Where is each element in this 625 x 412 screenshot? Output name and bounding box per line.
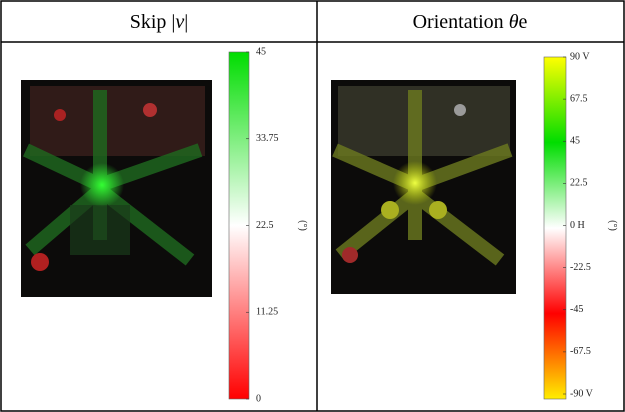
header-text: | [184,11,188,33]
colorbar-tick-label: 0 H [570,220,585,231]
colorbar-tick-label: -67.5 [570,346,591,357]
image-blob [454,104,466,116]
colorbar-tick-label: 11.25 [256,307,278,318]
colorbar-unit: (°) [607,220,618,231]
image-blob [381,201,399,219]
image-glow [80,163,124,207]
colorbar [544,57,566,399]
header-symbol: θ [509,11,519,33]
colorbar-tick-label: 45 [570,136,580,147]
column-header: Orientation θe [413,11,528,33]
image-blob [31,253,49,271]
colorbar-tick-label: 0 [256,393,261,404]
skip-image [21,80,212,297]
header-text: Skip | [130,11,176,33]
colorbar-tick-label: 22.5 [570,178,588,189]
colorbar-tick-label: -90 V [570,388,594,399]
colorbar-tick-label: 33.75 [256,133,279,144]
colorbar-unit: (°) [297,220,308,231]
colorbar-tick-label: 22.5 [256,220,274,231]
image-blob [143,103,157,117]
header-text: Orientation [413,11,509,33]
colorbar-tick-label: 67.5 [570,93,588,104]
colorbar-tick-label: 45 [256,46,266,57]
colorbar-tick-label: -45 [570,304,583,315]
image-blob [342,247,358,263]
image-blob [54,109,66,121]
header-text: e [519,11,528,33]
image-glow [393,161,437,205]
colorbar-tick-label: 90 V [570,51,590,62]
image-texture [338,86,510,156]
page: {"header": {"columns": [{"parts": ["Skip… [0,0,625,412]
header-symbol: v [175,11,184,33]
image-texture [30,86,205,156]
image-blob [429,201,447,219]
figure-table: Skip |v| Orientation θe 45 33.75 22.5 11.25… [0,0,625,412]
colorbar-tick-label: -22.5 [570,262,591,273]
orientation-image [331,80,516,294]
column-header: Skip |v| [130,11,189,33]
image-texture [70,205,130,255]
